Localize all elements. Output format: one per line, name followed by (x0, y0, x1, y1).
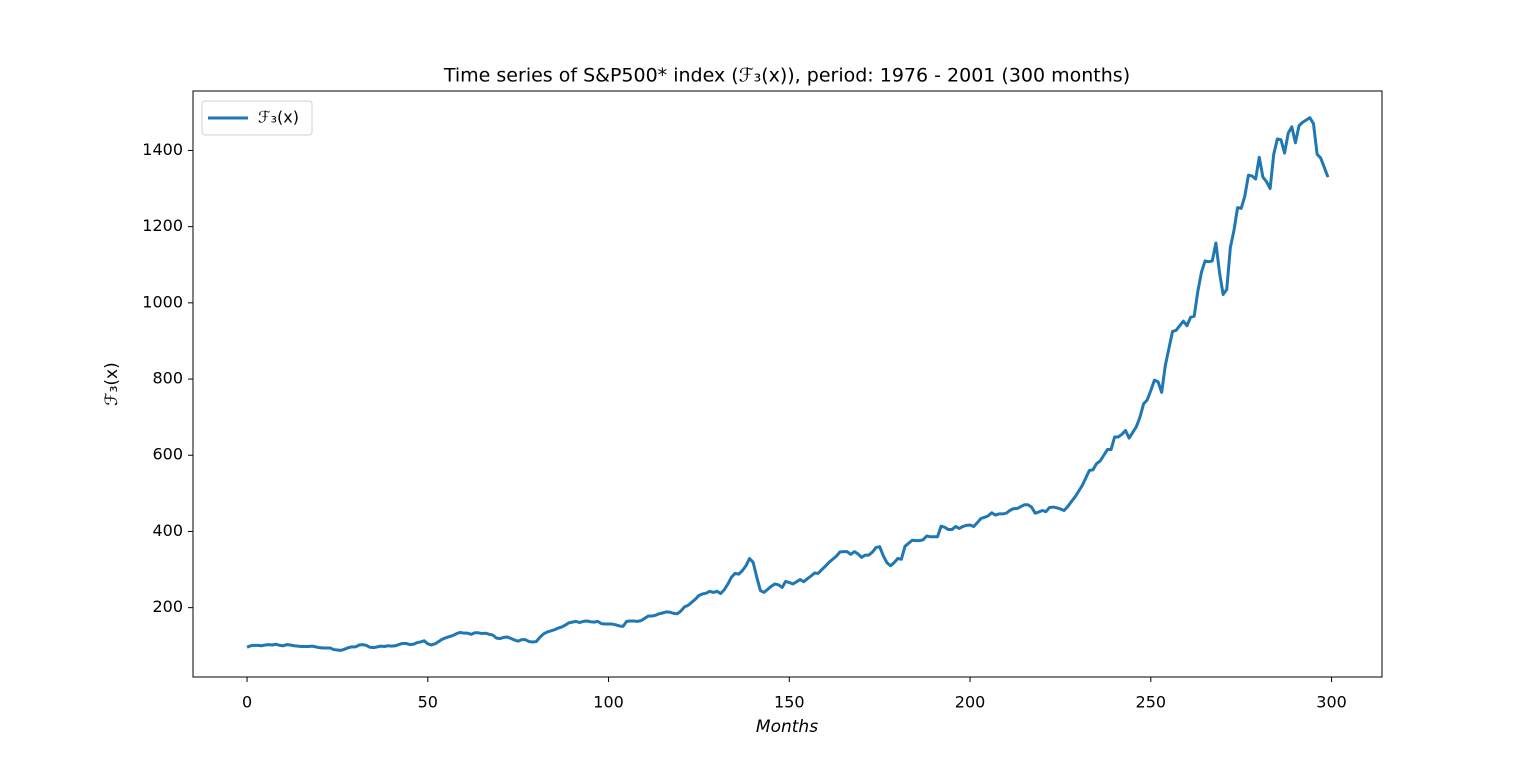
y-tick-label: 1400 (142, 140, 183, 159)
x-tick-label: 0 (242, 693, 252, 712)
y-tick-label: 1200 (142, 216, 183, 235)
legend-label: ℱ₃(x) (258, 108, 299, 127)
x-axis-label: Months (756, 717, 818, 737)
x-tick-label: 100 (593, 693, 624, 712)
legend-box (201, 100, 313, 136)
x-tick-label: 50 (418, 693, 438, 712)
y-tick-label: 600 (152, 445, 183, 464)
chart-title: Time series of S&P500* index (ℱ₃(x)), pe… (443, 65, 1130, 87)
y-axis-label: ℱ₃(x) (102, 362, 122, 406)
x-tick-label: 200 (955, 693, 986, 712)
y-tick-label: 400 (152, 521, 183, 540)
y-tick-label: 800 (152, 369, 183, 388)
x-tick-label: 300 (1316, 693, 1347, 712)
axes-frame (192, 90, 1383, 678)
data-line (246, 116, 1330, 652)
y-tick-label: 1000 (142, 292, 183, 311)
x-tick-label: 250 (1136, 693, 1167, 712)
x-tick-label: 150 (774, 693, 805, 712)
y-tick-label: 200 (152, 597, 183, 616)
